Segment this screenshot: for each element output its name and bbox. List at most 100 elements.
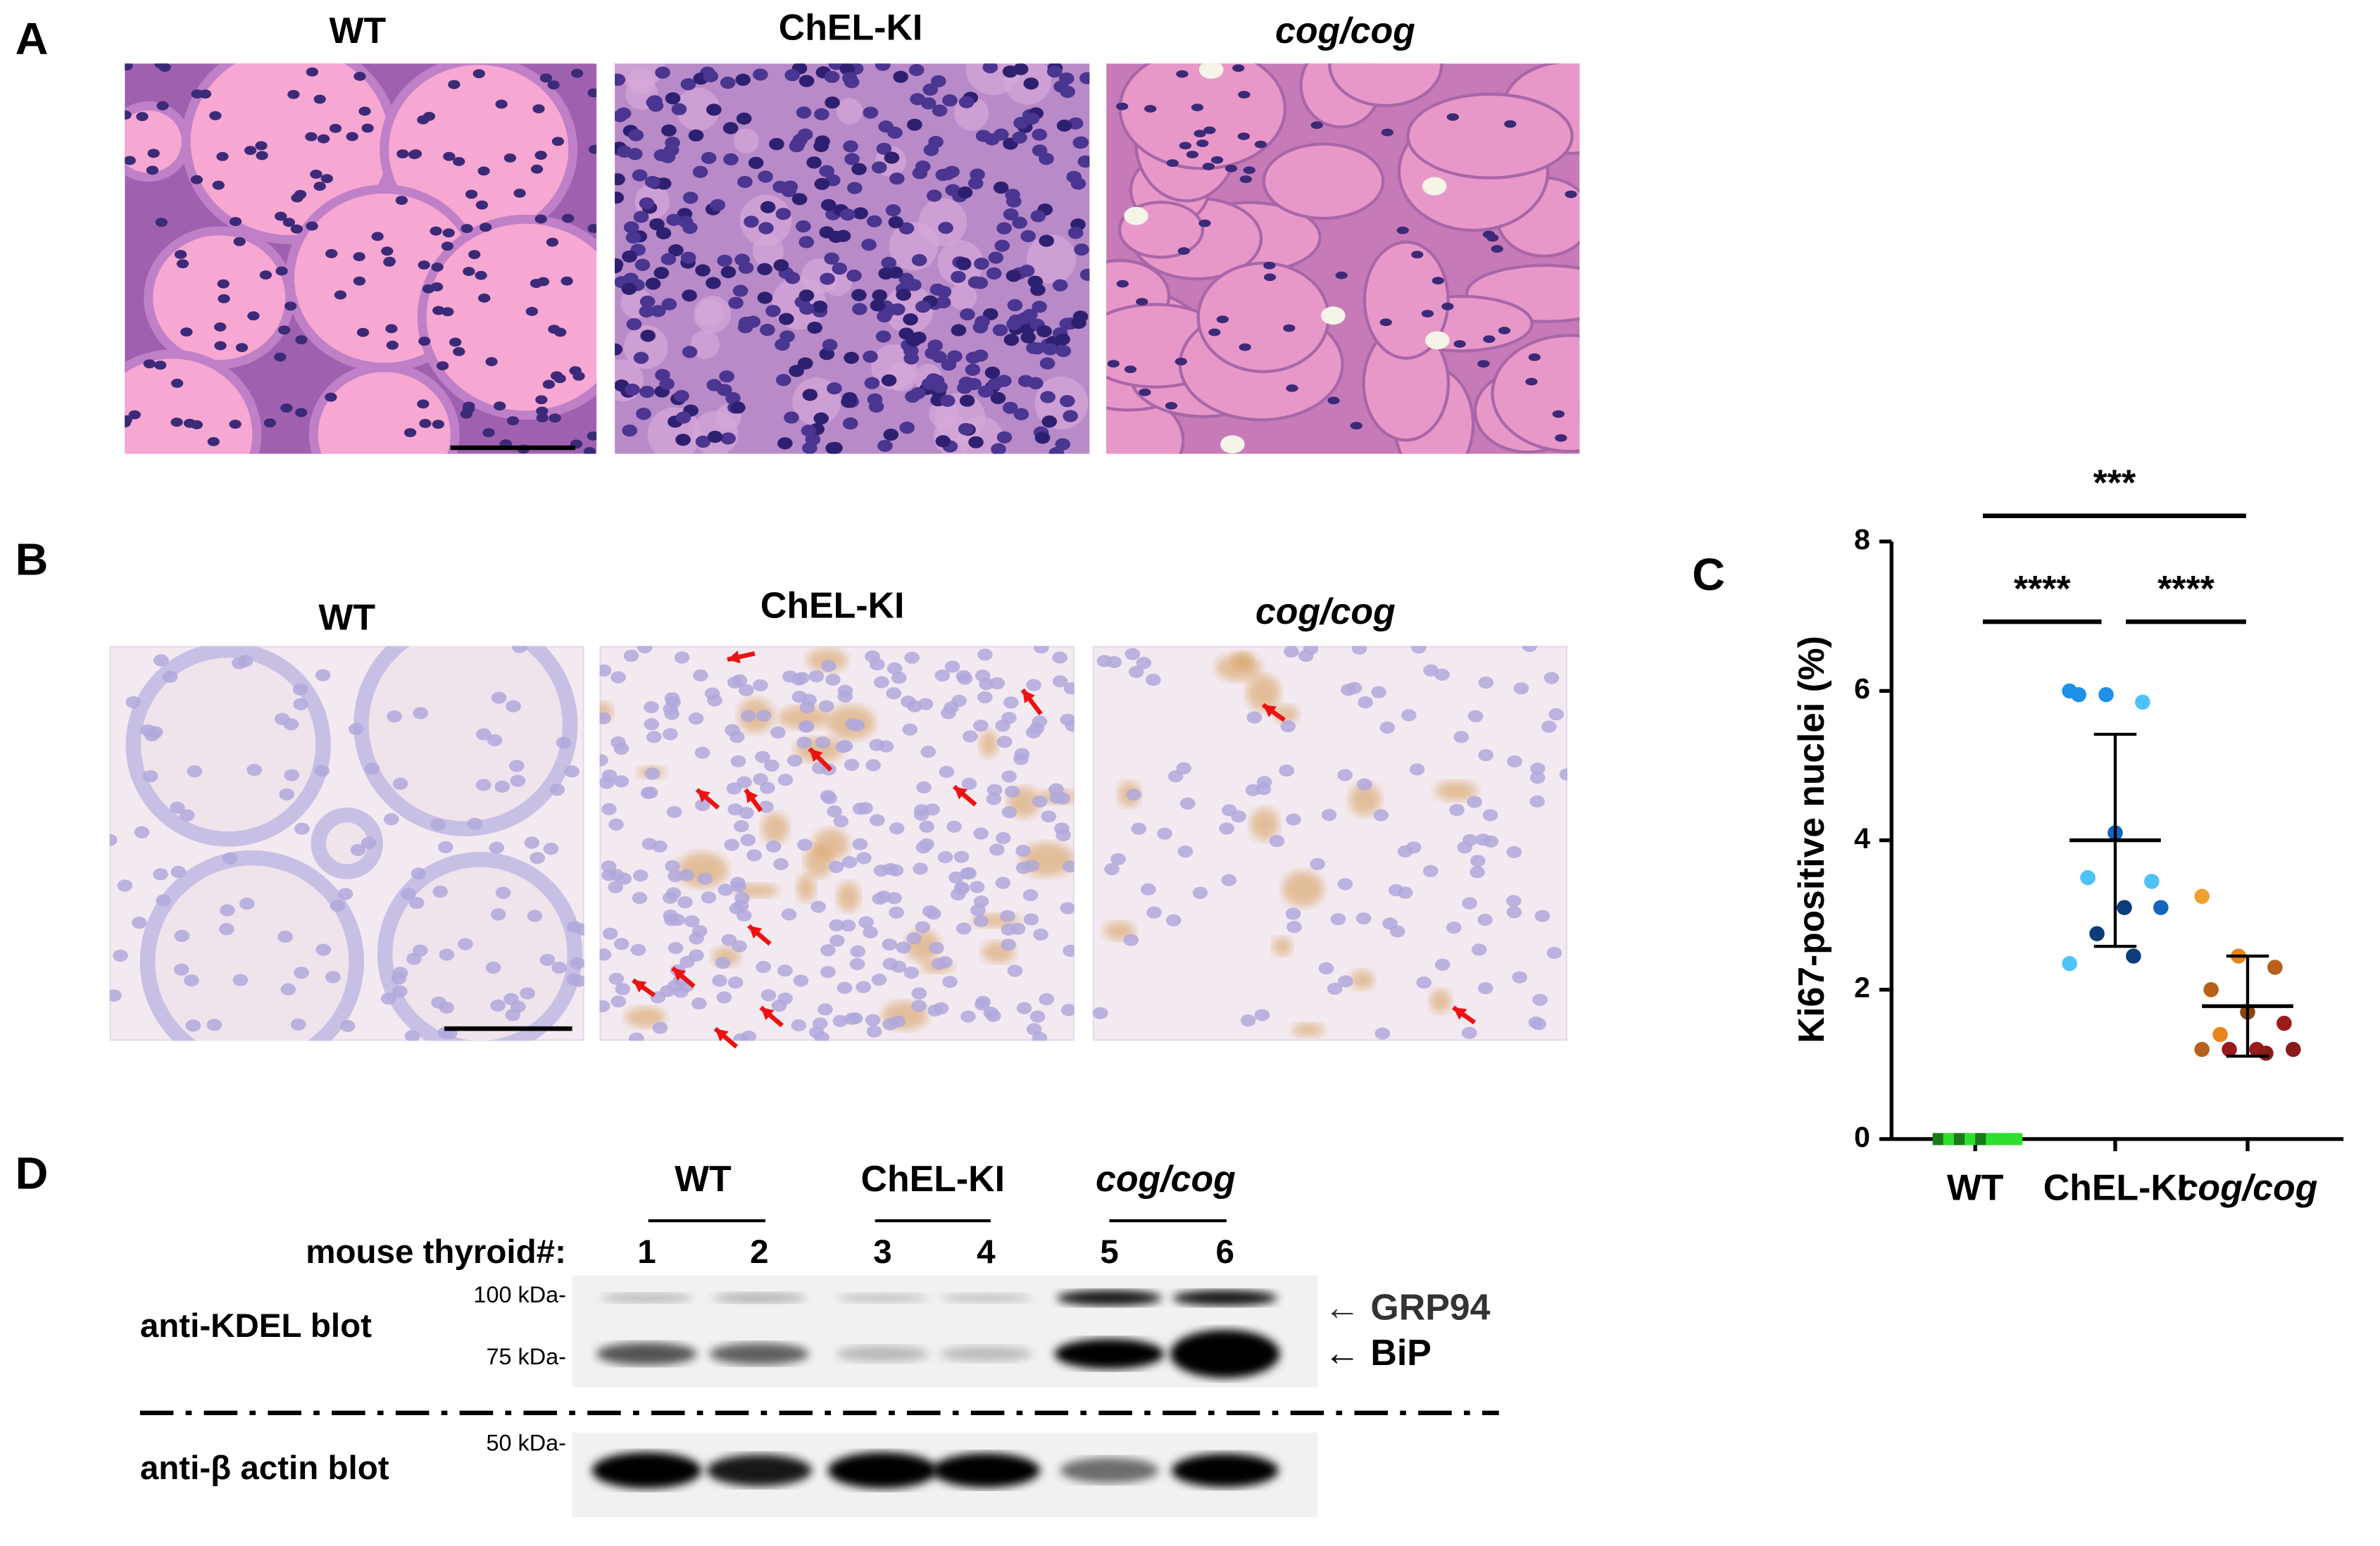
nucleus — [180, 327, 193, 337]
nucleus — [633, 210, 649, 223]
band — [939, 1345, 1033, 1362]
nucleus — [524, 836, 540, 849]
stain — [1429, 988, 1451, 1013]
nucleus — [904, 651, 920, 664]
nucleus — [430, 226, 442, 236]
nucleus — [682, 289, 697, 302]
band — [1171, 1453, 1279, 1488]
nucleus — [179, 809, 195, 822]
nucleus — [930, 75, 946, 88]
nucleus — [630, 943, 646, 956]
nucleus — [784, 69, 800, 82]
blot-bands — [591, 1290, 1280, 1489]
nucleus — [825, 442, 841, 454]
nucleus — [314, 765, 330, 777]
nucleus — [339, 1019, 356, 1032]
nucleus — [790, 137, 806, 151]
nucleus — [503, 153, 517, 163]
nucleus — [320, 174, 333, 184]
lane-number: 1 — [637, 1233, 656, 1271]
nucleus — [902, 723, 918, 736]
nucleus — [979, 677, 994, 691]
nucleus — [1548, 708, 1564, 721]
nucleus — [1416, 976, 1432, 989]
nucleus — [209, 111, 222, 120]
nucleus — [863, 106, 879, 119]
nucleus — [903, 967, 920, 979]
nucleus — [1177, 247, 1190, 255]
nucleus — [889, 822, 905, 835]
nucleus — [235, 343, 249, 353]
nucleus — [493, 401, 506, 411]
nucleus — [1482, 230, 1495, 239]
nucleus — [1351, 646, 1367, 655]
nucleus — [959, 394, 975, 407]
arrow-head — [633, 980, 647, 993]
nucleus — [911, 1000, 927, 1012]
nucleus — [887, 662, 903, 675]
nucleus — [946, 820, 962, 833]
nucleus — [1006, 318, 1022, 330]
nucleus — [644, 767, 660, 780]
nucleus — [315, 669, 331, 681]
nucleus — [888, 216, 904, 229]
nucleus — [417, 399, 430, 409]
nucleus — [932, 104, 948, 117]
stroma — [739, 194, 792, 246]
nucleus — [842, 417, 858, 430]
nucleus — [915, 921, 931, 934]
micrograph — [125, 63, 597, 454]
nucleus — [806, 156, 822, 169]
nucleus — [1254, 1009, 1270, 1022]
nucleus — [404, 1030, 420, 1041]
nucleus — [991, 443, 1006, 454]
nucleus — [214, 322, 227, 332]
nucleus — [760, 201, 776, 213]
nucleus — [837, 684, 853, 697]
nucleus — [283, 718, 299, 731]
point — [2126, 948, 2141, 964]
nucleus — [706, 103, 722, 116]
nucleus — [476, 728, 491, 741]
nucleus — [325, 392, 337, 402]
nucleus — [212, 180, 225, 190]
nucleus — [1070, 177, 1086, 190]
nucleus — [784, 272, 801, 284]
nucleus — [1232, 64, 1245, 73]
nucleus — [778, 313, 794, 325]
follicle — [353, 646, 578, 836]
arrow-head — [1022, 689, 1035, 703]
nucleus — [796, 736, 813, 749]
point — [2080, 869, 2096, 886]
nucleus — [889, 172, 905, 185]
nucleus — [716, 991, 732, 1004]
band — [713, 1293, 806, 1303]
nucleus — [813, 139, 829, 153]
nucleus — [906, 932, 922, 945]
nucleus — [989, 843, 1005, 856]
nucleus — [1063, 410, 1078, 422]
nucleus — [1286, 384, 1298, 392]
nucleus — [919, 838, 934, 850]
nucleus — [599, 1000, 610, 1012]
nucleus — [478, 294, 491, 303]
nucleus — [247, 311, 260, 321]
nucleus — [967, 177, 984, 190]
arrow — [1020, 688, 1043, 716]
nucleus — [707, 430, 723, 444]
nucleus — [284, 769, 300, 781]
nucleus — [294, 822, 310, 835]
nucleus — [755, 750, 770, 763]
nucleus — [601, 769, 618, 782]
nucleus — [837, 740, 853, 753]
nucleus — [889, 906, 904, 919]
follicle — [139, 850, 364, 1041]
nucleus — [825, 673, 841, 686]
nucleus — [775, 208, 791, 220]
nucleus — [1565, 190, 1577, 199]
nucleus — [974, 258, 989, 270]
nucleus — [1321, 808, 1337, 822]
nucleus — [491, 691, 507, 704]
nucleus — [829, 934, 845, 947]
nucleus — [467, 817, 483, 830]
